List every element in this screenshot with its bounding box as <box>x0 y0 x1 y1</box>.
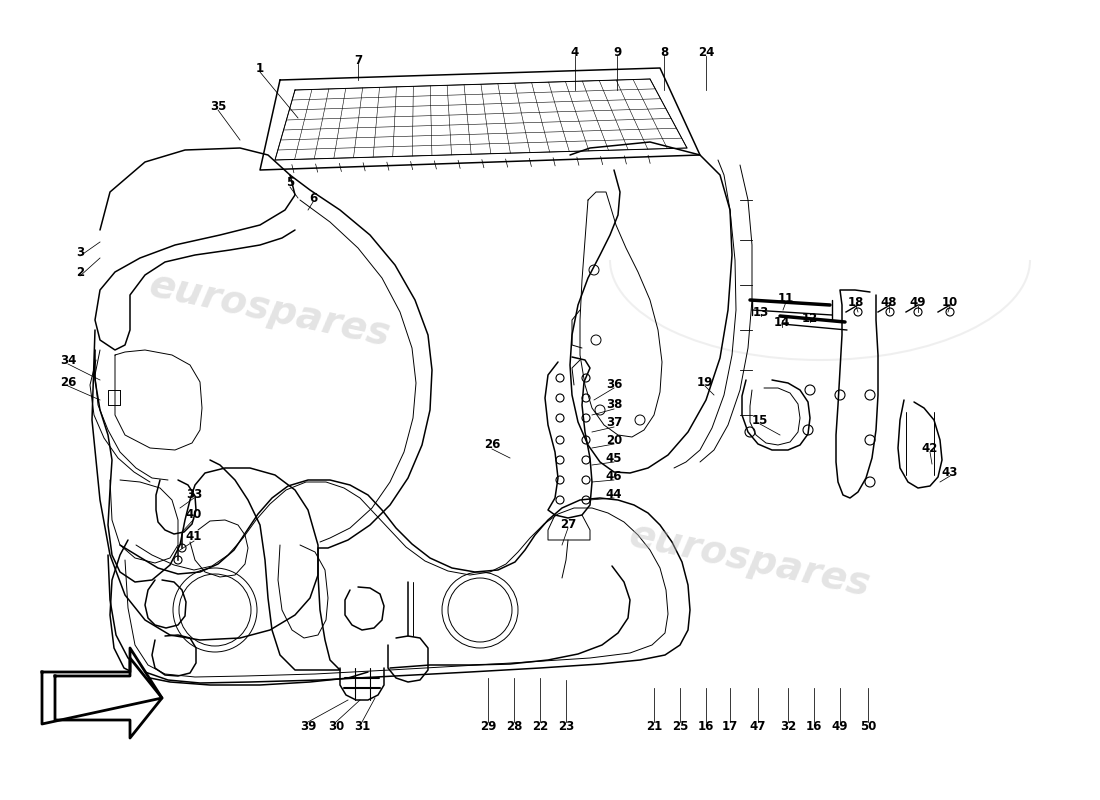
Text: 25: 25 <box>672 719 689 733</box>
Text: 19: 19 <box>696 375 713 389</box>
Text: 39: 39 <box>300 719 316 733</box>
Text: 31: 31 <box>354 719 370 733</box>
Text: 2: 2 <box>76 266 84 278</box>
Text: 48: 48 <box>881 295 898 309</box>
Text: 7: 7 <box>354 54 362 66</box>
Text: 30: 30 <box>328 719 344 733</box>
Text: 6: 6 <box>309 191 317 205</box>
Text: 32: 32 <box>780 719 796 733</box>
Text: 16: 16 <box>697 719 714 733</box>
Text: 23: 23 <box>558 719 574 733</box>
Text: 36: 36 <box>606 378 623 390</box>
Text: 16: 16 <box>806 719 822 733</box>
Text: 46: 46 <box>606 470 623 482</box>
Text: eurospares: eurospares <box>146 266 394 354</box>
Text: 8: 8 <box>660 46 668 58</box>
Text: 29: 29 <box>480 719 496 733</box>
Text: 26: 26 <box>484 438 500 451</box>
Polygon shape <box>55 658 162 738</box>
Text: 18: 18 <box>848 295 865 309</box>
Text: 21: 21 <box>646 719 662 733</box>
Text: 34: 34 <box>59 354 76 366</box>
Text: eurospares: eurospares <box>626 516 875 604</box>
Text: 41: 41 <box>186 530 202 543</box>
Text: 22: 22 <box>532 719 548 733</box>
Text: 14: 14 <box>773 317 790 330</box>
Text: 28: 28 <box>506 719 522 733</box>
Text: 15: 15 <box>751 414 768 426</box>
Text: 17: 17 <box>722 719 738 733</box>
Text: 9: 9 <box>613 46 621 58</box>
Text: 44: 44 <box>606 487 623 501</box>
Text: 35: 35 <box>210 99 227 113</box>
Text: 38: 38 <box>606 398 623 411</box>
Text: 49: 49 <box>910 295 926 309</box>
Text: 26: 26 <box>59 375 76 389</box>
Text: 37: 37 <box>606 417 623 430</box>
Text: 3: 3 <box>76 246 84 258</box>
Text: 43: 43 <box>942 466 958 478</box>
Text: 12: 12 <box>802 311 818 325</box>
Text: 4: 4 <box>571 46 579 58</box>
Polygon shape <box>42 648 162 724</box>
Text: 49: 49 <box>832 719 848 733</box>
Text: 33: 33 <box>186 487 202 501</box>
Text: 42: 42 <box>922 442 938 454</box>
Text: 5: 5 <box>286 177 294 190</box>
Text: 47: 47 <box>750 719 767 733</box>
Text: 10: 10 <box>942 295 958 309</box>
Text: 20: 20 <box>606 434 623 446</box>
Text: 50: 50 <box>860 719 877 733</box>
Text: 11: 11 <box>778 291 794 305</box>
Text: 40: 40 <box>186 509 202 522</box>
Text: 27: 27 <box>560 518 576 530</box>
Text: 24: 24 <box>697 46 714 58</box>
Text: 45: 45 <box>606 451 623 465</box>
Text: 13: 13 <box>752 306 769 318</box>
Text: 1: 1 <box>256 62 264 74</box>
